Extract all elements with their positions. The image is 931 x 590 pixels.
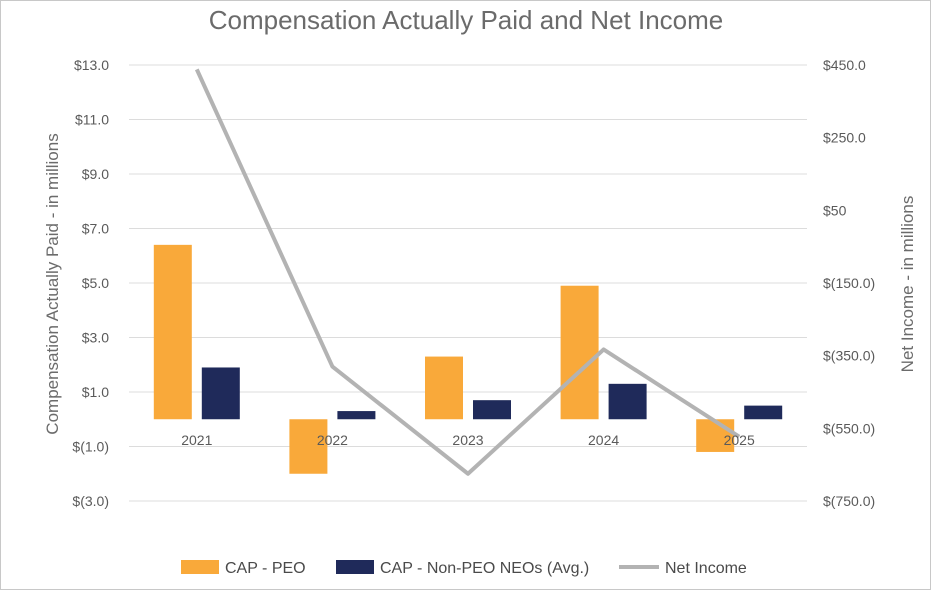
bar-cap-peo [425, 356, 463, 420]
right-axis-title: Net Income - in millions [898, 196, 917, 373]
chart-title: Compensation Actually Paid and Net Incom… [209, 5, 724, 35]
right-tick-label: $(350.0) [823, 348, 875, 364]
bar-cap-non-peo [744, 405, 783, 420]
line-net-income [194, 68, 741, 476]
left-axis-title: Compensation Actually Paid - in millions [43, 133, 62, 434]
left-tick-label: $9.0 [82, 166, 109, 182]
bar-cap-peo [153, 244, 192, 420]
right-tick-label: $(550.0) [823, 420, 875, 436]
bar-cap-non-peo [608, 383, 647, 420]
left-tick-label: $13.0 [74, 57, 109, 73]
right-tick-label: $(150.0) [823, 275, 875, 291]
left-axis-ticks: $13.0 $11.0 $9.0 $7.0 $5.0 $3.0 $1.0 $(1.0) $(3.… [72, 57, 109, 509]
right-tick-label: $(750.0) [823, 493, 875, 509]
legend-swatch [181, 560, 219, 574]
legend-swatch [336, 560, 374, 574]
bar-cap-peo [289, 419, 328, 474]
bar-cap-peo [560, 285, 599, 420]
category-label: 2022 [317, 432, 348, 448]
category-label: 2021 [181, 432, 212, 448]
bars [153, 244, 783, 474]
right-tick-label: $50 [823, 202, 847, 218]
bar-cap-peo [696, 419, 735, 452]
bar-cap-non-peo [337, 411, 376, 420]
left-tick-label: $5.0 [82, 275, 109, 291]
category-label: 2025 [724, 432, 755, 448]
right-tick-label: $250.0 [823, 130, 866, 146]
legend-label: CAP - PEO [225, 560, 306, 577]
left-tick-label: $11.0 [75, 112, 109, 128]
right-axis-ticks: $450.0 $250.0 $50 $(150.0) $(350.0) $(550.0) $… [823, 57, 875, 509]
legend: CAP - PEO CAP - Non-PEO NEOs (Avg.) Net In… [181, 560, 747, 577]
legend-label: Net Income [665, 560, 747, 577]
category-label: 2023 [452, 432, 483, 448]
left-tick-label: $7.0 [82, 221, 109, 237]
bar-cap-non-peo [473, 400, 511, 420]
category-label: 2024 [588, 432, 619, 448]
category-labels: 2021 2022 2023 2024 2025 [181, 432, 755, 448]
gridlines [129, 64, 807, 502]
right-tick-label: $450.0 [823, 57, 866, 73]
net-income-line [194, 68, 741, 476]
left-tick-label: $1.0 [82, 384, 109, 400]
left-tick-label: $(3.0) [72, 493, 109, 509]
left-tick-label: $(1.0) [72, 439, 109, 455]
legend-label: CAP - Non-PEO NEOs (Avg.) [380, 560, 589, 577]
left-tick-label: $3.0 [82, 330, 109, 346]
bar-cap-non-peo [201, 367, 240, 420]
